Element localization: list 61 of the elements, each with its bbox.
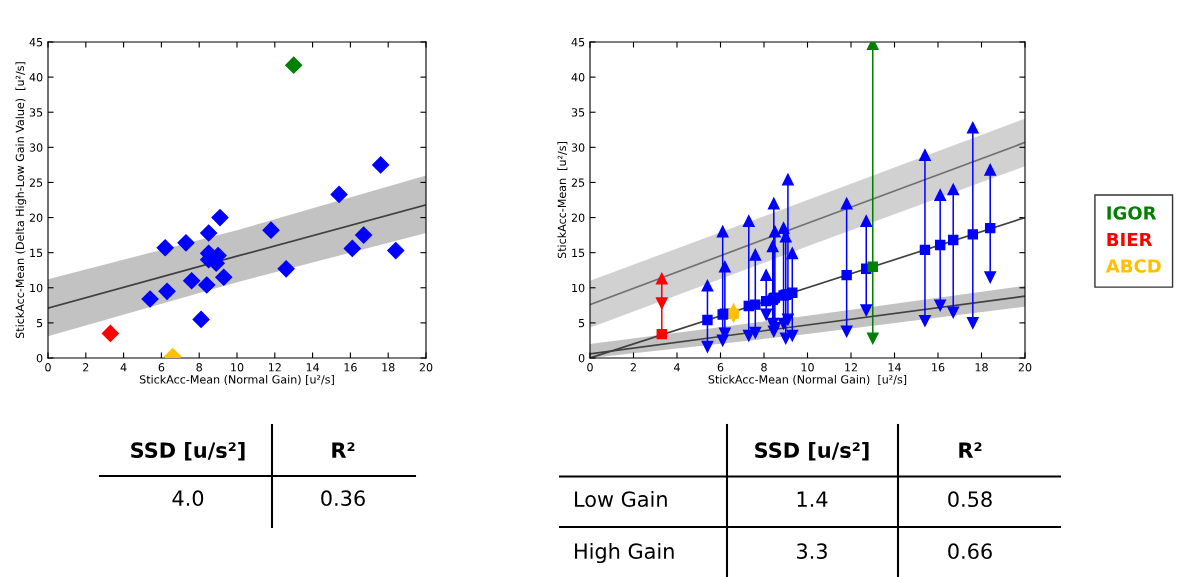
x-tick-label: 18 — [975, 363, 988, 372]
text: High Gain — [575, 542, 674, 564]
x-tick-label: 0 — [45, 363, 51, 372]
y-tick-label: 40 — [29, 73, 43, 82]
text: 0.36 — [321, 490, 365, 507]
text: ABCD — [1105, 259, 1161, 273]
y-tick-label: 5 — [578, 319, 585, 328]
x-tick-label: 6 — [158, 363, 165, 372]
y-tick-label: 35 — [571, 108, 585, 117]
x-tick-label: 10 — [231, 363, 244, 372]
text: 1.4 — [797, 491, 828, 507]
y-tick-label: 20 — [571, 213, 585, 222]
x-tick-label: 8 — [196, 363, 202, 372]
text: Low Gain — [575, 490, 667, 508]
x-tick-label: 2 — [630, 363, 636, 372]
y-tick-label: 0 — [578, 353, 585, 363]
y-tick-label: 45 — [571, 38, 585, 47]
x-tick-label: 4 — [674, 363, 680, 372]
y-tick-label: 25 — [571, 178, 585, 187]
x-axis-title: StickAcc-Mean (Normal Gain) [u²/s] — [139, 375, 334, 385]
y-tick-label: 10 — [30, 283, 43, 293]
y-tick-label: 15 — [572, 248, 585, 258]
x-tick-label: 14 — [306, 363, 320, 372]
x-tick-label: 6 — [717, 363, 724, 372]
x-axis-title: StickAcc-Mean (Normal Gain) [u²/s] — [708, 375, 907, 385]
text: R² — [332, 442, 355, 458]
x-tick-label: 8 — [761, 363, 767, 372]
text: 3.3 — [797, 543, 827, 560]
y-axis-title: StickAcc-Mean [u²/s] — [557, 142, 568, 259]
text: 0.66 — [948, 543, 992, 560]
y-tick-label: 30 — [29, 143, 43, 152]
text: IGOR — [1107, 206, 1157, 220]
x-tick-label: 20 — [419, 363, 433, 372]
x-tick-label: 16 — [932, 363, 945, 372]
y-axis-title: StickAcc-Mean (Delta High-Low Gain Value) [u²/s] — [15, 62, 27, 339]
text: SSD [u/s²] — [755, 441, 869, 461]
y-tick-label: 15 — [30, 248, 43, 258]
x-tick-label: 2 — [83, 363, 89, 372]
y-tick-label: 40 — [571, 73, 585, 82]
x-tick-label: 14 — [888, 363, 901, 372]
x-tick-label: 10 — [801, 363, 814, 372]
y-tick-label: 30 — [571, 143, 585, 152]
text: BIER — [1107, 232, 1153, 247]
x-tick-label: 18 — [382, 363, 395, 372]
x-tick-label: 12 — [845, 363, 857, 372]
x-tick-label: 4 — [120, 363, 127, 372]
text: 0.58 — [948, 491, 992, 508]
y-tick-label: 5 — [36, 319, 43, 328]
x-tick-label: 16 — [344, 363, 357, 372]
y-tick-label: 45 — [29, 38, 43, 47]
text: 4.0 — [172, 490, 204, 507]
x-tick-label: 0 — [587, 363, 593, 372]
y-tick-label: 20 — [29, 213, 43, 222]
x-tick-label: 20 — [1018, 363, 1032, 372]
y-tick-label: 10 — [572, 283, 585, 293]
x-tick-label: 12 — [268, 363, 281, 372]
y-tick-label: 25 — [29, 178, 43, 187]
text: SSD [u/s²] — [131, 441, 245, 461]
y-tick-label: 35 — [29, 108, 43, 117]
text: R² — [959, 442, 982, 458]
y-tick-label: 0 — [36, 353, 43, 363]
